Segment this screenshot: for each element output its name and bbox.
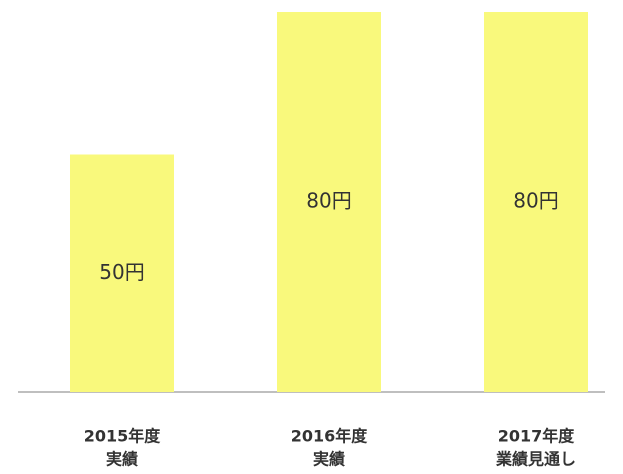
bar [484, 12, 588, 392]
x-tick-label: 業績見通し [495, 450, 576, 469]
bar [70, 154, 174, 392]
x-tick-label: 2015年度 [84, 427, 162, 446]
value-label: 80円 [513, 189, 558, 213]
x-tick-label: 実績 [106, 450, 138, 469]
x-tick-label: 2016年度 [291, 427, 369, 446]
bar [277, 12, 381, 392]
value-label: 80円 [306, 189, 351, 213]
x-tick-label: 実績 [313, 450, 345, 469]
value-label: 50円 [99, 260, 144, 284]
x-tick-label: 2017年度 [498, 427, 576, 446]
